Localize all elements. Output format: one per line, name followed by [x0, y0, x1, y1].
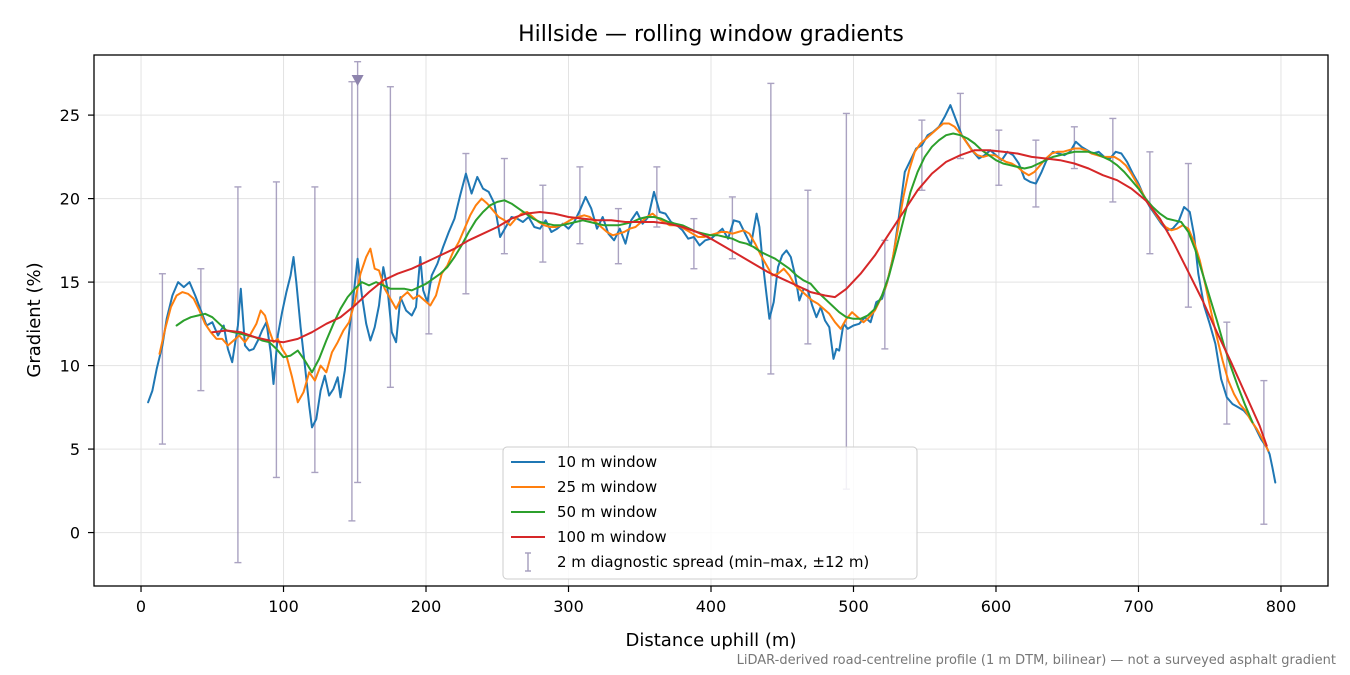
x-tick-label: 300: [553, 597, 584, 616]
x-tick-label: 700: [1123, 597, 1154, 616]
legend-box: [502, 446, 918, 580]
series-line: [147, 104, 1277, 484]
x-axis-label: Distance uphill (m): [626, 630, 797, 651]
x-tick-label: 0: [136, 597, 146, 616]
x-tick-label: 800: [1266, 597, 1297, 616]
diagnostic-errorbar: [804, 189, 812, 345]
diagnostic-errorbar: [1032, 139, 1040, 208]
x-tick-label: 600: [981, 597, 1012, 616]
diagnostic-errorbar: [158, 273, 166, 445]
y-tick-label: 0: [70, 524, 80, 543]
y-tick-label: 20: [60, 190, 80, 209]
diagnostic-errorbar: [1184, 162, 1192, 308]
x-axis-ticks: 0 100 200 300 400 500 600 700 800: [136, 586, 1296, 616]
diagnostic-errorbar: [197, 268, 205, 392]
y-axis-label: Gradient (%): [24, 262, 45, 377]
diagnostic-errorbar: [234, 186, 242, 564]
legend-label: 100 m window: [557, 528, 667, 546]
diagnostic-errorbar: [272, 181, 280, 479]
x-tick-label: 500: [838, 597, 869, 616]
legend: 10 m window 25 m window 50 m window 100 m w…: [502, 446, 918, 580]
diagnostic-errorbar: [386, 86, 394, 388]
x-tick-label: 400: [696, 597, 727, 616]
diagnostic-errorbar: [576, 166, 584, 245]
legend-label: 2 m diagnostic spread (min–max, ±12 m): [557, 553, 869, 571]
clipped-diagnostic-markers: [351, 75, 364, 87]
footnote: LiDAR-derived road-centreline profile (1…: [737, 653, 1336, 668]
series-line: [175, 132, 1254, 424]
legend-label: 25 m window: [557, 478, 657, 496]
diagnostic-errorbar: [614, 207, 622, 265]
diagnostic-errorbar: [956, 92, 964, 160]
legend-swatch: [525, 552, 531, 572]
y-tick-label: 10: [60, 357, 80, 376]
diagnostic-errorbar: [1109, 117, 1117, 203]
series-line: [211, 149, 1268, 447]
diagnostic-spread-errorbars: [158, 60, 1268, 564]
diagnostic-errorbar: [767, 82, 775, 375]
diagnostic-errorbar: [354, 60, 362, 484]
series-lines: [147, 104, 1277, 484]
y-axis-ticks: 0 5 10 15 20 25: [60, 106, 94, 543]
chart-title: Hillside — rolling window gradients: [518, 22, 904, 47]
clipped-marker: [351, 75, 364, 87]
x-tick-label: 200: [411, 597, 442, 616]
legend-label: 50 m window: [557, 503, 657, 521]
diagnostic-errorbar: [918, 119, 926, 191]
y-tick-label: 5: [70, 440, 80, 459]
legend-label: 10 m window: [557, 453, 657, 471]
diagnostic-errorbar: [1260, 379, 1268, 525]
x-tick-label: 100: [268, 597, 299, 616]
y-tick-label: 25: [60, 106, 80, 125]
diagnostic-errorbar: [500, 157, 508, 255]
y-tick-label: 15: [60, 273, 80, 292]
diagnostic-errorbar: [690, 217, 698, 270]
